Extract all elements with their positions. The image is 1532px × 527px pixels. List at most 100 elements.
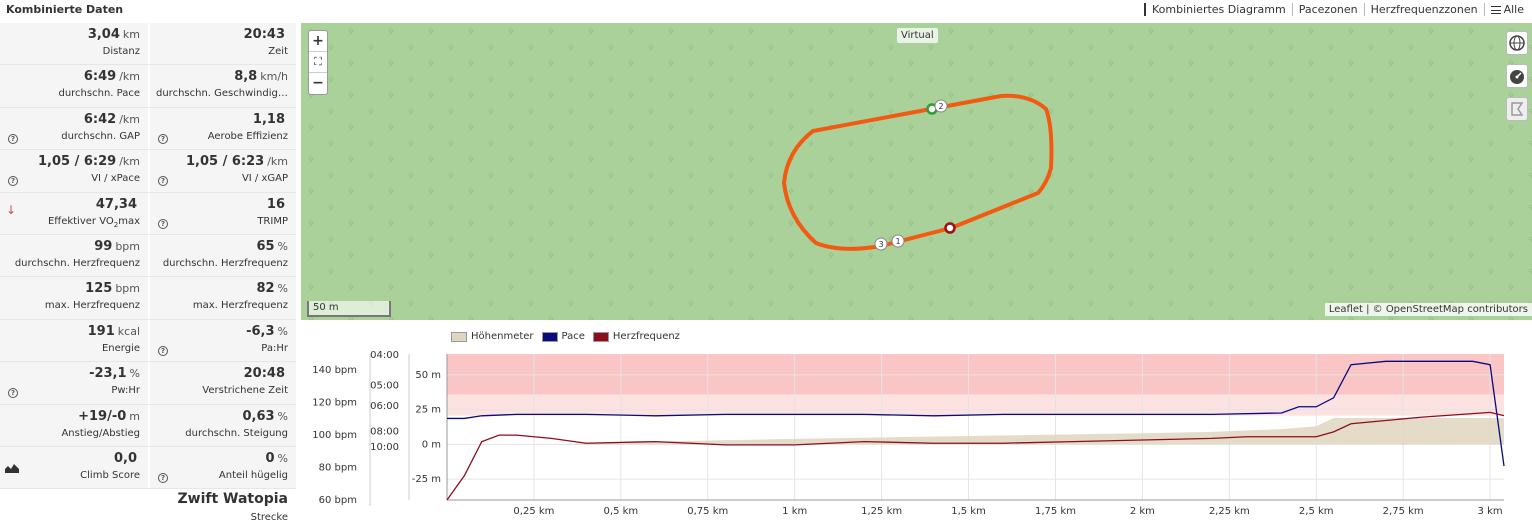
elevation-area (447, 417, 1504, 445)
stat-aerobic-efficiency: ? 1,18 Aerobe Effizienz (150, 107, 296, 150)
map-tiles: 1 2 3 (301, 23, 1532, 320)
route-button[interactable] (1506, 97, 1528, 121)
stat-vi-xpace: ? 1,05 / 6:29/km VI / xPace (0, 150, 148, 192)
x-tick-label: 2,75 km (1383, 506, 1424, 517)
tab-hr-zones[interactable]: Herzfrequenzzonen (1363, 3, 1484, 16)
section-title: Kombinierte Daten (6, 3, 124, 16)
help-icon[interactable]: ? (158, 345, 168, 356)
stat-unit: % (277, 239, 288, 253)
stat-label: Pw:Hr (111, 385, 140, 397)
stat-value: -6,3 (246, 323, 275, 339)
stat-label: Energie (101, 342, 140, 354)
stat-unit: % (277, 451, 288, 465)
stat-label: Strecke (250, 512, 288, 524)
stat-distance: 3,04 km Distanz (0, 23, 148, 65)
stat-label: durchschn. Pace (58, 88, 140, 100)
stat-pw-hr: ? -23,1% Pw:Hr (0, 362, 148, 404)
help-icon[interactable]: ? (158, 176, 168, 187)
stats-row: ? -23,1% Pw:Hr 20:48 Verstrichene Zeit (0, 362, 296, 405)
pace-tick-label: 08:00 (370, 427, 399, 438)
stat-unit: % (129, 367, 140, 381)
route-map[interactable]: 1 2 3 + ⛶ − Virtual 50 m Leaflet | (301, 23, 1532, 320)
stat-value: 47,34 (95, 196, 137, 212)
stats-panel: 3,04 km Distanz 20:43 Zeit 6:49/km durchs… (0, 23, 296, 527)
stat-avg-hr: 99 bpm durchschn. Herzfrequenz (0, 234, 148, 277)
stat-label: Effektiver VO2max (47, 215, 140, 229)
stat-value: 125 (85, 281, 113, 297)
pace-line (447, 360, 1505, 467)
stat-label: durchschn. Geschwindigkeit (156, 88, 288, 100)
x-tick-label: 1,25 km (861, 506, 902, 517)
stat-value: 0 (265, 450, 275, 466)
globe-icon (1509, 35, 1525, 51)
stat-label: durchschn. Steigung (185, 427, 288, 439)
stat-label: Anstieg/Abstieg (61, 427, 140, 439)
hr-tick-label: 140 bpm (312, 365, 357, 376)
help-icon[interactable]: ? (158, 218, 168, 229)
stat-vi-xgap: ? 1,05 / 6:23/km VI / xGAP (150, 150, 296, 192)
stat-max-hr: 125 bpm max. Herzfrequenz (0, 277, 148, 319)
x-tick-label: 2,25 km (1209, 506, 1250, 517)
map-scale: 50 m (307, 301, 391, 317)
stat-unit: /km (119, 155, 140, 169)
arrow-down-icon: ↓ (6, 202, 17, 217)
map-attribution[interactable]: Leaflet | © OpenStreetMap contributors (1324, 303, 1532, 316)
hr-tick-label: 80 bpm (319, 463, 357, 474)
pace-tick-label: 06:00 (370, 401, 399, 412)
gauge-button[interactable] (1506, 64, 1528, 88)
stat-value: 20:43 (243, 27, 285, 42)
x-tick-label: 1,5 km (951, 506, 986, 517)
tab-combined-chart[interactable]: Kombiniertes Diagramm (1144, 3, 1292, 16)
km-marker[interactable]: 2 (934, 99, 948, 113)
km-marker[interactable]: 3 (874, 237, 888, 251)
legend-swatch (592, 331, 609, 342)
km-marker-label: 1 (895, 237, 900, 246)
legend-item-pace[interactable]: Pace (541, 331, 585, 342)
help-icon[interactable]: ? (158, 472, 168, 483)
zoom-in-button[interactable]: + (309, 31, 327, 52)
stat-hilly-share: ? 0% Anteil hügelig (150, 446, 296, 489)
x-tick-label: 1 km (782, 506, 807, 517)
route-icon (1511, 102, 1524, 116)
help-icon[interactable]: ? (8, 176, 18, 187)
stat-label: Zeit (268, 46, 288, 57)
help-icon[interactable]: ? (8, 388, 18, 399)
stat-energy: 191 kcal Energie (0, 319, 148, 362)
stat-label: Aerobe Effizienz (207, 130, 288, 142)
route-name[interactable]: Zwift Watopia (177, 491, 288, 508)
legend-swatch (451, 331, 467, 342)
stat-value: 99 (94, 238, 113, 254)
x-tick-label: 3 km (1478, 506, 1503, 517)
km-marker-label: 3 (878, 240, 883, 249)
legend-label: Pace (561, 331, 585, 342)
stat-unit: % (277, 409, 288, 423)
stat-avg-grade: 0,63% durchschn. Steigung (150, 404, 296, 446)
stat-vo2max: ↓ 47,34 Effektiver VO2max (0, 192, 148, 234)
x-tick-label: 1,75 km (1035, 506, 1076, 517)
help-icon[interactable]: ? (8, 133, 18, 144)
legend-label: Herzfrequenz (612, 331, 680, 342)
globe-button[interactable] (1506, 31, 1528, 55)
stats-row: 3,04 km Distanz 20:43 Zeit (0, 23, 296, 66)
help-icon[interactable]: ? (158, 133, 168, 144)
end-marker[interactable] (944, 222, 956, 234)
pace-tick-label: 10:00 (370, 442, 399, 453)
tab-all[interactable]: Alle (1483, 3, 1530, 16)
stat-label: durchschn. GAP (61, 130, 140, 142)
stat-value: 1,05 / 6:23 (185, 154, 265, 170)
stats-row: 125 bpm max. Herzfrequenz 82% max. Herzfr… (0, 277, 296, 320)
stat-label: max. Herzfrequenz (44, 300, 140, 312)
fullscreen-button[interactable]: ⛶ (309, 52, 327, 73)
legend-item-hr[interactable]: Herzfrequenz (592, 331, 680, 342)
tab-pace-zones[interactable]: Pacezonen (1291, 3, 1364, 16)
stat-label: Climb Score (80, 469, 140, 481)
zoom-out-button[interactable]: − (312, 75, 324, 91)
zoom-control: + ⛶ − (308, 30, 328, 95)
elevation-chart-icon[interactable] (5, 463, 19, 473)
chart-plot[interactable]: 0,25 km 0,5 km 0,75 km 1 km 1,25 km 1,5 km 1,7… (301, 322, 1532, 527)
legend-item-elevation[interactable]: Höhenmeter (451, 331, 534, 342)
hr-zone-red (447, 354, 1504, 395)
stat-avg-gap: ? 6:42/km durchschn. GAP (0, 107, 148, 150)
km-marker[interactable]: 1 (891, 234, 905, 248)
stat-value: 3,04 (87, 27, 120, 42)
